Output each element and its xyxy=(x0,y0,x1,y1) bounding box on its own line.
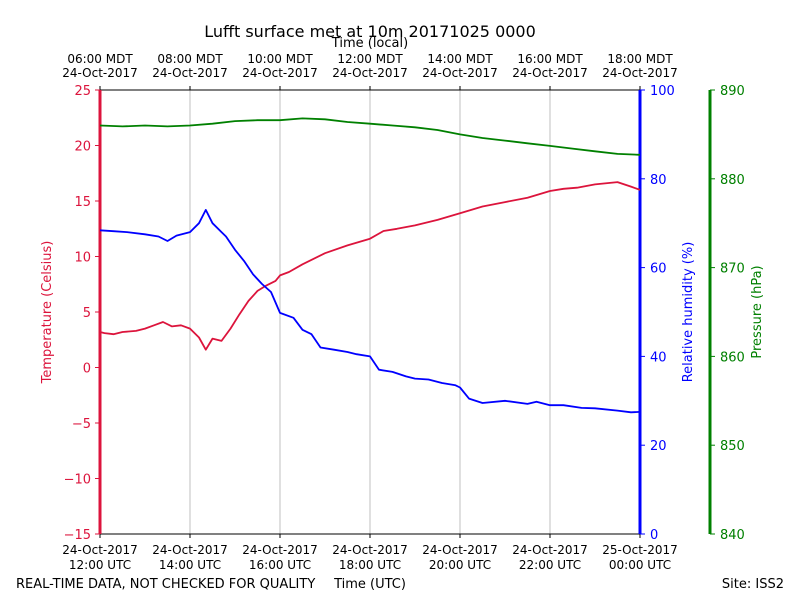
pressure-tick-label: 890 xyxy=(720,84,745,99)
x-tick-label-date: 24-Oct-2017 xyxy=(512,543,588,557)
pressure-tick-label: 840 xyxy=(720,528,745,543)
x-tick-label-time: 14:00 UTC xyxy=(159,558,221,572)
temperature-tick-label: 0 xyxy=(83,362,91,377)
temperature-tick-label: −5 xyxy=(72,417,91,432)
series-relative-humidity-line xyxy=(99,208,641,414)
footer-site: Site: ISS2 xyxy=(722,577,784,592)
top-tick-label-time: 14:00 MDT xyxy=(427,52,493,66)
temperature-tick-label: 5 xyxy=(83,306,91,321)
top-tick-label-time: 16:00 MDT xyxy=(517,52,583,66)
temperature-tick-label: −15 xyxy=(64,528,91,543)
x-tick-label-time: 00:00 UTC xyxy=(609,558,671,572)
humidity-tick-label: 40 xyxy=(650,350,667,365)
x-tick-label-time: 22:00 UTC xyxy=(519,558,581,572)
x-tick-label-date: 24-Oct-2017 xyxy=(422,543,498,557)
humidity-tick-label: 0 xyxy=(650,528,658,543)
pressure-tick-label: 850 xyxy=(720,439,745,454)
top-tick-label-date: 24-Oct-2017 xyxy=(242,66,318,80)
top-axis-label: Time (local) xyxy=(331,36,408,51)
top-tick-label-date: 24-Oct-2017 xyxy=(602,66,678,80)
top-tick-label-date: 24-Oct-2017 xyxy=(512,66,588,80)
top-tick-label-time: 08:00 MDT xyxy=(157,52,223,66)
temperature-tick-label: −10 xyxy=(64,473,91,488)
top-tick-label-date: 24-Oct-2017 xyxy=(332,66,408,80)
top-tick-label-date: 24-Oct-2017 xyxy=(422,66,498,80)
x-tick-label-date: 24-Oct-2017 xyxy=(242,543,318,557)
temperature-tick-label: 25 xyxy=(74,84,91,99)
humidity-tick-label: 20 xyxy=(650,439,667,454)
chart-title: Lufft surface met at 10m 20171025 0000 xyxy=(204,22,536,41)
x-tick-label-date: 24-Oct-2017 xyxy=(332,543,408,557)
humidity-tick-label: 80 xyxy=(650,173,667,188)
humidity-tick-label: 60 xyxy=(650,262,667,277)
pressure-tick-label: 880 xyxy=(720,173,745,188)
x-axis-label: Time (UTC) xyxy=(333,577,406,592)
x-tick-label-time: 18:00 UTC xyxy=(339,558,401,572)
pressure-axis-label: Pressure (hPa) xyxy=(750,265,765,358)
x-tick-label-time: 12:00 UTC xyxy=(69,558,131,572)
x-tick-label-date: 24-Oct-2017 xyxy=(152,543,228,557)
humidity-tick-label: 100 xyxy=(650,84,675,99)
top-tick-label-time: 18:00 MDT xyxy=(607,52,673,66)
x-tick-label-time: 20:00 UTC xyxy=(429,558,491,572)
temperature-axis-label: Temperature (Celsius) xyxy=(40,241,55,385)
humidity-axis-label: Relative humidity (%) xyxy=(681,242,696,383)
series-pressure-line xyxy=(99,117,641,156)
footer-warning: REAL-TIME DATA, NOT CHECKED FOR QUALITY xyxy=(16,577,315,592)
x-tick-label-date: 25-Oct-2017 xyxy=(602,543,678,557)
top-tick-label-date: 24-Oct-2017 xyxy=(152,66,228,80)
temperature-tick-label: 20 xyxy=(74,140,91,155)
top-tick-label-time: 06:00 MDT xyxy=(67,52,133,66)
top-tick-label-time: 12:00 MDT xyxy=(337,52,403,66)
temperature-tick-label: 10 xyxy=(74,251,91,266)
temperature-tick-label: 15 xyxy=(74,195,91,210)
pressure-tick-label: 870 xyxy=(720,262,745,277)
x-tick-label-time: 16:00 UTC xyxy=(249,558,311,572)
pressure-tick-label: 860 xyxy=(720,350,745,365)
x-tick-label-date: 24-Oct-2017 xyxy=(62,543,138,557)
series-temperature-line xyxy=(99,181,641,351)
top-tick-label-date: 24-Oct-2017 xyxy=(62,66,138,80)
top-tick-label-time: 10:00 MDT xyxy=(247,52,313,66)
